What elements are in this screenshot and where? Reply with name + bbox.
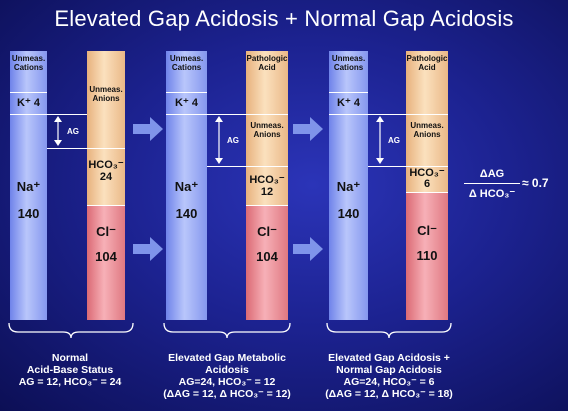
panel-caption: Normal Acid-Base Status AG = 12, HCO₃⁻ =… <box>0 352 140 388</box>
fraction-bar <box>464 183 520 184</box>
ag-double-arrow-icon <box>376 116 384 164</box>
bicarbonate-label: HCO₃⁻ <box>249 174 285 186</box>
caption-line: Normal <box>51 352 89 364</box>
panel-caption: Elevated Gap Metabolic Acidosis AG=24, H… <box>152 352 302 400</box>
potassium-cell: K⁺ 4 <box>166 92 207 114</box>
caption-line: AG=24, HCO₃⁻ = 6 <box>343 376 435 388</box>
arrow-right-icon <box>293 117 323 141</box>
potassium-cell: K⁺ 4 <box>329 92 368 114</box>
bicarbonate-cell: HCO₃⁻ 24 <box>87 148 125 205</box>
bicarbonate-cell: HCO₃⁻ 12 <box>246 166 288 205</box>
sodium-value: 140 <box>175 206 198 221</box>
ag-top-line <box>207 114 246 115</box>
bicarbonate-label: HCO₃⁻ <box>409 167 445 179</box>
ag-double-arrow-icon <box>215 116 223 164</box>
sodium-cell: Na⁺ 140 <box>166 114 207 320</box>
caption-line: Acid-Base Status <box>26 364 114 376</box>
unmeasured-anions-cell: Unmeas. Anions <box>406 114 448 166</box>
ag-double-arrow-icon <box>54 116 62 146</box>
sodium-cell: Na⁺ 140 <box>329 114 368 320</box>
panel-bracket <box>326 322 452 339</box>
unmeasured-cations-cell: Unmeas. Cations <box>329 51 368 92</box>
ag-label: AG <box>227 136 239 145</box>
panel-bracket <box>8 322 134 339</box>
ag-label: AG <box>388 136 400 145</box>
ag-bottom-line <box>207 166 246 167</box>
ag-label: AG <box>67 127 79 136</box>
bicarbonate-value: 12 <box>260 186 274 198</box>
ratio-value: ≈ 0.7 <box>522 176 549 190</box>
panel-bracket <box>163 322 291 339</box>
ag-bottom-line <box>368 166 406 167</box>
caption-line: Elevated Gap Metabolic <box>168 352 286 364</box>
caption-line: Elevated Gap Acidosis + <box>328 352 450 364</box>
unmeasured-cations-cell: Unmeas. Cations <box>10 51 47 92</box>
chloride-value: 104 <box>256 249 278 264</box>
chloride-label: Cl⁻ <box>417 223 437 238</box>
sodium-value: 140 <box>17 206 40 221</box>
pathologic-acid-cell: Pathologic Acid <box>406 51 448 114</box>
unmeasured-anions-cell: Unmeas. Anions <box>246 114 288 166</box>
ratio-numerator: ΔAG <box>479 168 505 180</box>
arrow-right-icon <box>293 237 323 261</box>
caption-line: Acidosis <box>205 364 249 376</box>
sodium-label: Na⁺ <box>16 179 41 194</box>
chloride-value: 110 <box>416 248 438 263</box>
sodium-label: Na⁺ <box>174 179 199 194</box>
unmeasured-cations-cell: Unmeas. Cations <box>166 51 207 92</box>
sodium-cell: Na⁺ 140 <box>10 114 47 320</box>
chloride-label: Cl⁻ <box>96 224 116 239</box>
ag-top-line <box>368 114 406 115</box>
sodium-value: 140 <box>337 206 360 221</box>
bicarbonate-cell: HCO₃⁻ 6 <box>406 166 448 192</box>
pathologic-acid-cell: Pathologic Acid <box>246 51 288 114</box>
ag-top-line <box>47 114 87 115</box>
caption-line: (ΔAG = 12, Δ HCO₃⁻ = 18) <box>325 388 453 400</box>
sodium-label: Na⁺ <box>336 179 361 194</box>
chloride-cell: Cl⁻ 104 <box>87 205 125 320</box>
chloride-cell: Cl⁻ 110 <box>406 192 448 320</box>
potassium-cell: K⁺ 4 <box>10 92 47 114</box>
chloride-label: Cl⁻ <box>257 224 277 239</box>
arrow-right-icon <box>133 117 163 141</box>
unmeasured-anions-cell: Unmeas. Anions <box>87 51 125 148</box>
caption-line: AG=24, HCO₃⁻ = 12 <box>178 376 276 388</box>
ag-bottom-line <box>47 148 87 149</box>
ratio-denominator: Δ HCO₃⁻ <box>468 188 516 200</box>
bicarbonate-value: 6 <box>423 178 431 190</box>
slide-title: Elevated Gap Acidosis + Normal Gap Acido… <box>54 6 514 31</box>
caption-line: (ΔAG = 12, Δ HCO₃⁻ = 12) <box>163 388 291 400</box>
caption-line: Normal Gap Acidosis <box>336 364 442 376</box>
caption-line: AG = 12, HCO₃⁻ = 24 <box>18 376 122 388</box>
chloride-value: 104 <box>95 249 117 264</box>
panel-caption: Elevated Gap Acidosis + Normal Gap Acido… <box>314 352 464 400</box>
bicarbonate-value: 24 <box>99 171 113 183</box>
bicarbonate-label: HCO₃⁻ <box>88 159 124 171</box>
chloride-cell: Cl⁻ 104 <box>246 205 288 320</box>
arrow-right-icon <box>133 237 163 261</box>
